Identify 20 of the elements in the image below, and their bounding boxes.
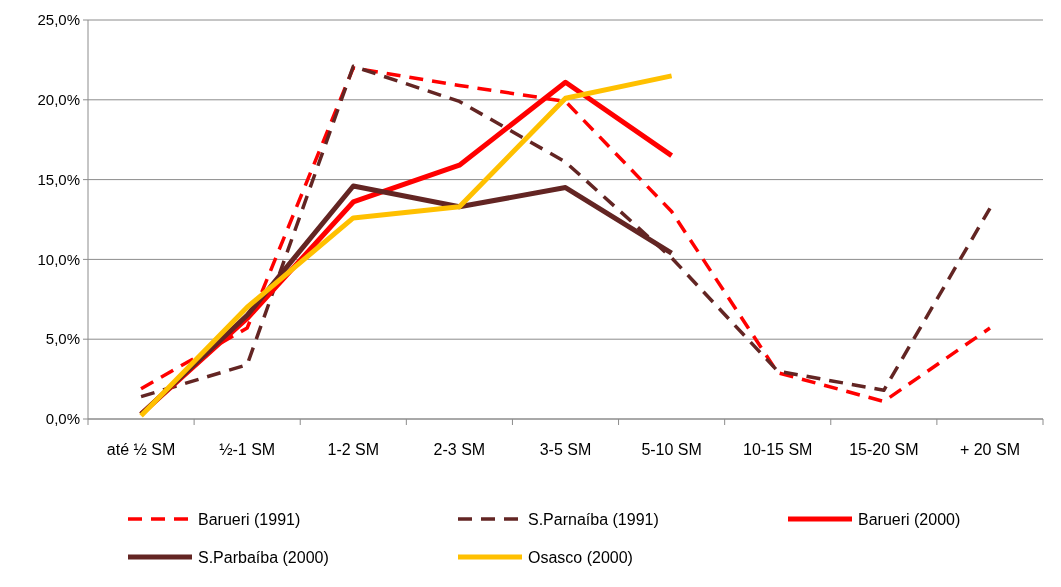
y-tick-label: 5,0% (45, 330, 80, 348)
y-tick-label: 0,0% (45, 410, 80, 428)
x-tick-label: 2-3 SM (433, 441, 486, 458)
y-tick-label: 15,0% (37, 170, 80, 188)
x-tick-label: 5-10 SM (641, 441, 702, 458)
x-tick-label: 1-2 SM (327, 441, 380, 458)
x-tick-label: 15-20 SM (849, 441, 919, 458)
legend-label: Barueri (2000) (858, 511, 961, 528)
legend-label: Barueri (1991) (198, 511, 301, 528)
x-tick-label: ½-1 SM (219, 441, 276, 458)
y-tick-label: 25,0% (37, 11, 80, 29)
legend-label: S.Parbaíba (2000) (198, 549, 329, 566)
y-tick-label: 10,0% (37, 250, 80, 268)
x-tick-label: + 20 SM (959, 441, 1020, 458)
x-tick-label: 10-15 SM (743, 441, 813, 458)
legend-label: Osasco (2000) (528, 549, 633, 566)
x-tick-label: 3-5 SM (539, 441, 592, 458)
y-tick-label: 20,0% (37, 91, 80, 109)
x-tick-label: até ½ SM (106, 441, 176, 458)
legend-label: S.Parnaíba (1991) (528, 511, 659, 528)
